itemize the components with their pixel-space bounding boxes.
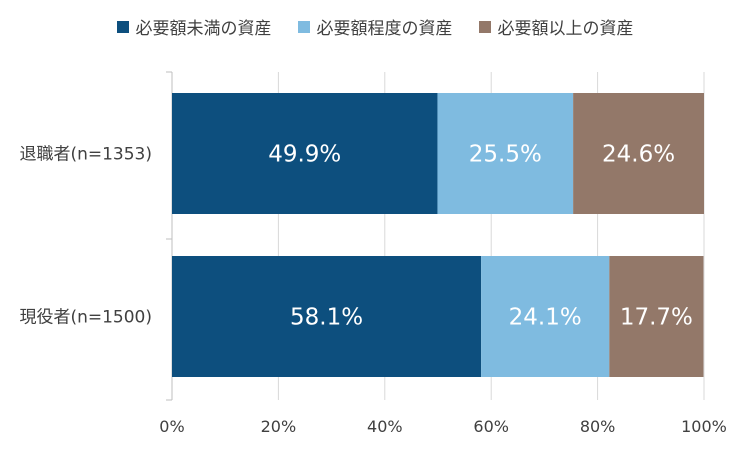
legend-label: 必要額以上の資産	[497, 19, 634, 39]
bar-segment	[481, 256, 610, 377]
legend-swatch	[297, 20, 310, 33]
x-tick-label: 20%	[261, 417, 297, 436]
legend-item: 必要額未満の資産	[116, 14, 272, 39]
data-label: 17.7%	[620, 305, 693, 331]
x-tick-label: 100%	[681, 417, 727, 436]
data-label: 24.1%	[509, 305, 582, 331]
bar-segment	[172, 256, 482, 377]
data-label: 24.6%	[602, 142, 675, 168]
legend-label: 必要額未満の資産	[135, 19, 272, 39]
bar-segment	[172, 93, 438, 214]
x-tick-label: 40%	[367, 417, 403, 436]
bar-segment	[573, 93, 704, 214]
x-tick-label: 0%	[159, 417, 184, 436]
legend-swatch	[116, 20, 129, 33]
category-label: 現役者(n=1500)	[19, 308, 152, 328]
x-tick-label: 60%	[473, 417, 509, 436]
data-label: 58.1%	[290, 305, 363, 331]
bar-segment	[437, 93, 574, 214]
legend: 必要額未満の資産 必要額程度の資産 必要額以上の資産	[0, 14, 750, 39]
category-label: 退職者(n=1353)	[19, 145, 152, 165]
legend-swatch	[478, 20, 491, 33]
legend-label: 必要額程度の資産	[316, 19, 453, 39]
data-label: 49.9%	[268, 142, 341, 168]
bar-segment	[609, 256, 704, 377]
x-tick-label: 80%	[580, 417, 616, 436]
legend-item: 必要額以上の資産	[478, 14, 634, 39]
data-label: 25.5%	[469, 142, 542, 168]
legend-item: 必要額程度の資産	[297, 14, 453, 39]
